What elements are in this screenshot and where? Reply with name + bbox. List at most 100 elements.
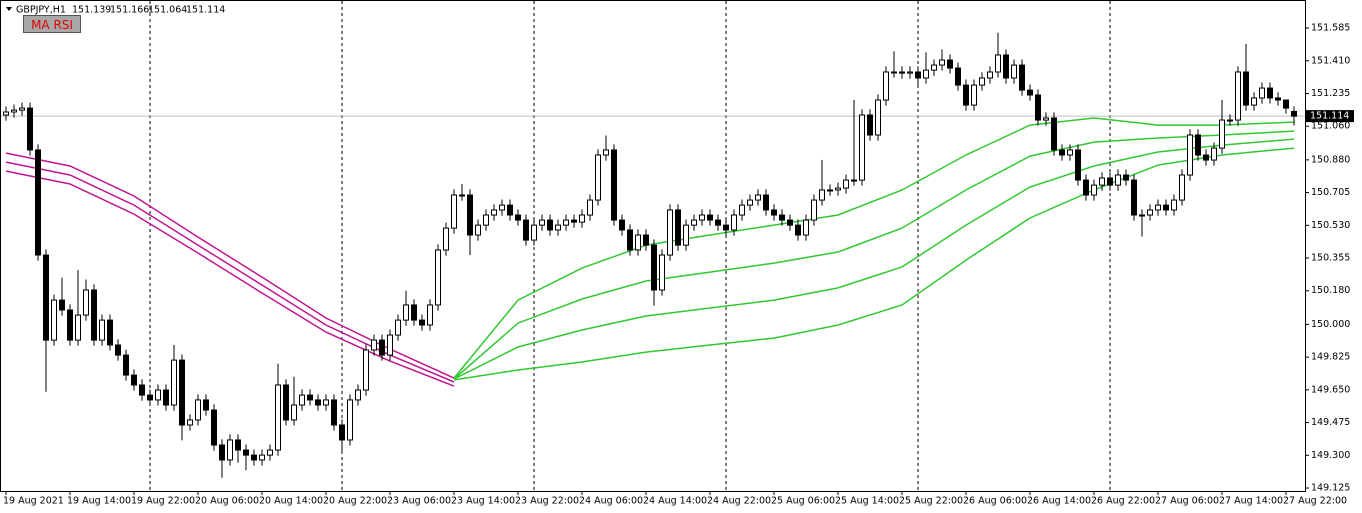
y-tick-label: 149.825 xyxy=(1311,352,1350,363)
candle-body xyxy=(1267,87,1273,99)
candle-body xyxy=(123,354,129,376)
candle-body xyxy=(1291,110,1297,117)
candle-body xyxy=(675,209,681,246)
candle-body xyxy=(203,399,209,411)
y-tick-label: 149.125 xyxy=(1311,483,1350,494)
last-price-box xyxy=(1306,110,1354,123)
y-tick-label: 151.410 xyxy=(1311,55,1350,66)
x-tick-label: 19 Aug 2021 xyxy=(3,496,64,507)
candle-body xyxy=(899,71,905,74)
x-tick-label: 19 Aug 22:00 xyxy=(131,496,195,507)
candle-body xyxy=(227,439,233,461)
candle-body xyxy=(91,289,97,341)
candle-body xyxy=(1211,147,1217,161)
candle-body xyxy=(403,304,409,321)
candle-body xyxy=(51,299,57,341)
candle-body xyxy=(427,304,433,326)
candle-body xyxy=(771,209,777,216)
candle-body xyxy=(1203,154,1209,161)
candle-body xyxy=(99,319,105,341)
candle-body xyxy=(947,59,953,69)
candle-body xyxy=(835,187,841,191)
indicator-button[interactable]: MA RSI xyxy=(23,15,81,33)
candle-body xyxy=(75,314,81,341)
y-tick-label: 149.650 xyxy=(1311,384,1350,395)
candle-body xyxy=(715,219,721,226)
candle-body xyxy=(1091,184,1097,196)
candle-body xyxy=(995,54,1001,73)
candle-body xyxy=(611,149,617,221)
candle-body xyxy=(1099,177,1105,186)
candle-body xyxy=(355,389,361,401)
candle-body xyxy=(1083,179,1089,196)
low-value: 151.064 xyxy=(148,5,187,16)
candle-body xyxy=(963,84,969,106)
y-tick-label: 149.300 xyxy=(1311,450,1350,461)
candle-body xyxy=(827,189,833,192)
candle-body xyxy=(555,224,561,231)
candle-body xyxy=(211,409,217,446)
candle-body xyxy=(747,199,753,206)
candle-body xyxy=(571,219,577,223)
candle-body xyxy=(915,71,921,79)
high-value: 151.166 xyxy=(110,5,149,16)
candle-body xyxy=(331,399,337,426)
candle-body xyxy=(347,399,353,441)
y-tick-label: 151.585 xyxy=(1311,23,1350,34)
candle-body xyxy=(67,309,73,341)
candle-body xyxy=(1019,64,1025,91)
candle-body xyxy=(1155,204,1161,211)
candle-body xyxy=(171,359,177,406)
y-tick-label: 151.235 xyxy=(1311,88,1350,99)
candle-body xyxy=(1123,174,1129,181)
candle-body xyxy=(1163,204,1169,211)
candle-body xyxy=(507,204,513,216)
candle-body xyxy=(467,194,473,236)
candle-body xyxy=(1027,89,1033,96)
y-tick-label: 150.880 xyxy=(1311,154,1350,165)
x-tick-label: 20 Aug 06:00 xyxy=(195,496,259,507)
candle-body xyxy=(139,384,145,396)
candle-body xyxy=(619,219,625,231)
candle-body xyxy=(579,214,585,223)
candle-body xyxy=(779,214,785,221)
candle-body xyxy=(27,107,33,151)
candle-body xyxy=(923,69,929,79)
candle-body xyxy=(459,194,465,197)
candle-body xyxy=(323,399,329,406)
candle-body xyxy=(683,224,689,246)
candle-body xyxy=(411,304,417,321)
candle-body xyxy=(1011,64,1017,79)
candle-body xyxy=(1187,134,1193,176)
candle-body xyxy=(1115,174,1121,186)
candle-body xyxy=(1067,149,1073,156)
ribbon-line xyxy=(453,117,1295,379)
candle-body xyxy=(155,389,161,401)
candle-body xyxy=(315,399,321,406)
candle-body xyxy=(1219,119,1225,149)
candle-body xyxy=(907,71,913,74)
candle-body xyxy=(291,404,297,421)
candle-body xyxy=(595,154,601,201)
candle-body xyxy=(539,219,545,226)
candle-body xyxy=(563,219,569,226)
y-tick-label: 149.475 xyxy=(1311,417,1350,428)
candle-body xyxy=(787,219,793,226)
x-tick-label: 24 Aug 14:00 xyxy=(643,496,707,507)
x-tick-label: 20 Aug 22:00 xyxy=(323,496,387,507)
x-tick-label: 23 Aug 22:00 xyxy=(515,496,579,507)
candle-body xyxy=(371,339,377,351)
candle-body xyxy=(763,194,769,211)
candle-body xyxy=(699,214,705,221)
candle-body xyxy=(1131,179,1137,216)
candle-body xyxy=(1051,117,1057,151)
candle-body xyxy=(1275,97,1281,101)
candle-body xyxy=(1227,119,1233,122)
y-tick-label: 150.705 xyxy=(1311,187,1350,198)
candle-body xyxy=(283,384,289,421)
x-tick-label: 26 Aug 22:00 xyxy=(1091,496,1155,507)
x-tick-label: 19 Aug 14:00 xyxy=(67,496,131,507)
candle-body xyxy=(163,389,169,406)
candle-body xyxy=(603,149,609,156)
